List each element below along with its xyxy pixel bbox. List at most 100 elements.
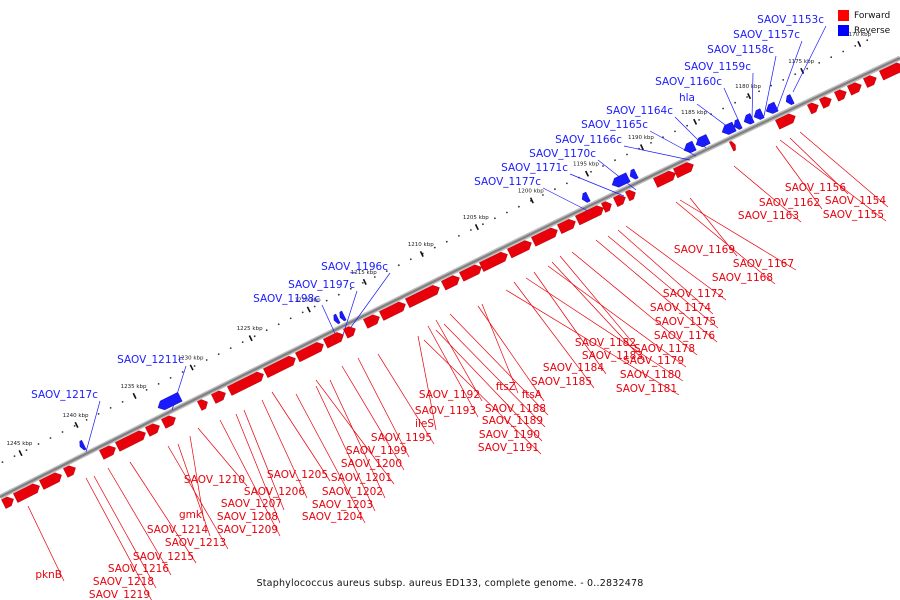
track-dot <box>145 389 148 391</box>
leader-line <box>775 145 823 210</box>
gene-label: SAOV_1190 <box>479 429 540 441</box>
forward-gene-arrow <box>575 205 604 226</box>
gene-label: SAOV_1163 <box>738 210 799 222</box>
tick-label: 1185 kbp <box>681 110 707 116</box>
track-dot <box>349 287 352 290</box>
forward-gene-arrow <box>557 218 576 234</box>
track-dot <box>782 79 785 81</box>
track-dot <box>85 419 88 421</box>
leader-line <box>481 303 519 394</box>
gene-label: SAOV_1156 <box>785 182 846 194</box>
forward-gene-arrow <box>343 326 356 339</box>
leader-line <box>329 379 386 499</box>
gene-label: SAOV_1181 <box>616 383 677 395</box>
leader-line <box>341 365 405 471</box>
leader-line <box>377 353 435 445</box>
reverse-gene-arrow <box>333 313 341 325</box>
leader-line <box>435 329 543 442</box>
gene-label: SAOV_1196c <box>321 261 388 273</box>
leader-line <box>417 335 437 431</box>
track-dot <box>758 90 760 93</box>
leader-line <box>93 475 157 589</box>
gene-label: SAOV_1199 <box>346 445 407 457</box>
tick-label: 1240 kbp <box>63 413 89 419</box>
gene-labels: SAOV_1153c SAOV_1157c SAOV_1158c SAOV_1159c… <box>31 14 886 600</box>
gene-label: SAOV_1176 <box>654 330 715 342</box>
gene-label: SAOV_1201 <box>331 472 392 484</box>
forward-gene-arrow <box>879 62 900 81</box>
forward-gene-arrow <box>625 189 636 202</box>
tick-mark <box>74 421 79 428</box>
forward-gene-arrow <box>863 75 877 88</box>
track-dot <box>241 341 244 343</box>
forward-gene-arrow <box>379 301 406 321</box>
leader-line <box>733 165 802 223</box>
tick-dot-track <box>1 39 869 463</box>
tick-mark <box>419 250 424 257</box>
tick-label: 1245 kbp <box>7 441 33 447</box>
gene-label: SAOV_1209 <box>217 524 278 536</box>
leader-line <box>435 319 483 402</box>
gene-label: SAOV_1210 <box>184 474 245 486</box>
track-dot <box>397 264 400 267</box>
track-dot <box>109 407 112 409</box>
tick-label: 1175 kbp <box>788 59 814 65</box>
leader-line <box>607 235 719 329</box>
gene-label: SAOV_1175 <box>655 316 716 328</box>
leader-line <box>625 225 727 301</box>
gene-label: SAOV_1214 <box>147 524 208 536</box>
track-dot <box>566 182 568 185</box>
tick-mark <box>362 278 367 285</box>
legend-item-forward: Forward <box>838 8 900 23</box>
track-dot <box>626 153 628 156</box>
gene-label: SAOV_1197c <box>288 279 355 291</box>
gene-label: SAOV_1202 <box>322 486 383 498</box>
forward-gene-arrow <box>613 194 626 207</box>
leader-line <box>525 277 684 382</box>
gene-label: SAOV_1169 <box>674 244 735 256</box>
leader-line <box>751 72 754 121</box>
forward-gene-arrow <box>479 251 508 272</box>
gene-label: SAOV_1174 <box>650 302 711 314</box>
forward-gene-arrow <box>363 314 380 329</box>
track-dot <box>686 124 688 127</box>
forward-gene-arrow <box>673 162 694 179</box>
gene-label: SAOV_1200 <box>341 458 402 470</box>
gene-label: SAOV_1154 <box>825 195 886 207</box>
tick-mark <box>248 335 253 342</box>
reverse-swatch <box>838 25 849 36</box>
track-dot <box>650 142 652 144</box>
leader-line <box>571 251 698 356</box>
leader-line <box>597 159 637 191</box>
gene-label: ftsA <box>522 389 543 401</box>
tick-mark <box>800 67 805 74</box>
forward-gene-arrow <box>99 445 116 460</box>
gene-label: SAOV_1177c <box>474 176 541 188</box>
track-dot <box>97 413 100 415</box>
track-dot <box>313 305 316 308</box>
gene-label: SAOV_1165c <box>581 119 648 131</box>
forward-gene-arrow <box>459 264 482 282</box>
gene-label: SAOV_1203 <box>312 499 373 511</box>
track-dot <box>590 170 592 173</box>
gene-label: SAOV_1195 <box>371 432 432 444</box>
forward-gene-arrow <box>775 113 796 130</box>
tick-label: 1170 kbp <box>845 32 871 38</box>
forward-gene-arrow <box>161 415 176 429</box>
track-dot <box>806 67 809 70</box>
genome-backbone <box>0 55 900 500</box>
gene-label: SAOV_1211c <box>117 354 184 366</box>
leader-line <box>261 399 308 499</box>
leader-line <box>357 357 410 458</box>
tick-mark <box>132 392 137 399</box>
tick-label: 1225 kbp <box>237 326 263 332</box>
leader-line <box>107 467 172 576</box>
leader-line <box>85 400 101 453</box>
track-dot <box>818 62 821 64</box>
tick-mark <box>639 144 645 151</box>
leader-line <box>315 379 395 485</box>
legend-label: Forward <box>854 10 891 21</box>
leader-line <box>595 239 718 343</box>
gene-label: SAOV_1166c <box>555 134 622 146</box>
gene-label: SAOV_1206 <box>244 486 305 498</box>
